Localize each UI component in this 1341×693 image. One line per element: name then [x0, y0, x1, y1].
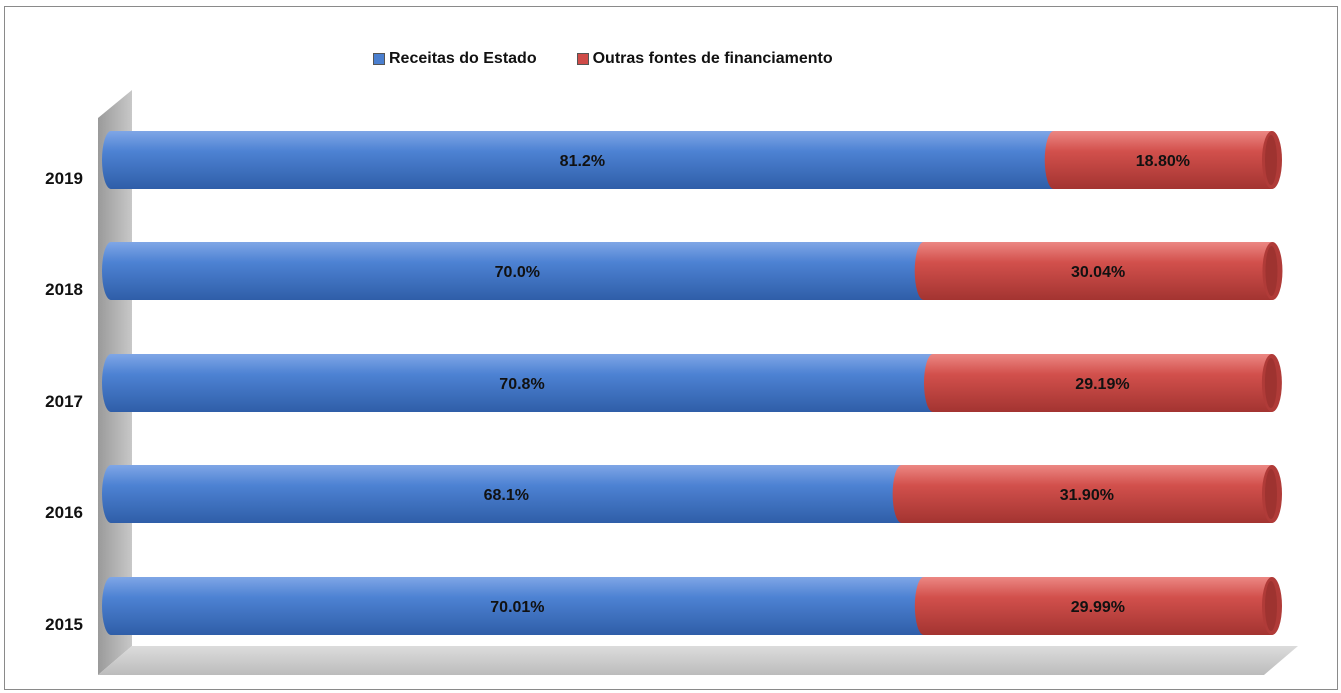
bar-label-receitas-2016: 68.1% [484, 487, 529, 504]
bar-outras-2018 [923, 242, 1273, 300]
bar-end-cap-2017 [1261, 354, 1282, 412]
bar-divider-cap-2019 [1044, 131, 1063, 189]
legend-swatch-outras [576, 53, 589, 65]
bars-layer: 81.2% 18.80% 2019 70.0% 30.04% 2018 70.8% 29.19… [45, 131, 1283, 635]
bar-receitas-2018 [111, 242, 924, 300]
category-label-2015: 2015 [45, 615, 83, 634]
chart-frame: Receitas do Estado Outras fontes de fina… [4, 6, 1338, 690]
legend-label-receitas: Receitas do Estado [389, 50, 537, 67]
bar-label-outras-2019: 18.80% [1136, 153, 1190, 170]
legend: Receitas do Estado Outras fontes de fina… [373, 47, 833, 71]
bar-outras-2016 [901, 465, 1272, 523]
bar-group-2016: 68.1% 31.90% 2016 [45, 465, 1282, 523]
bar-end-cap-shade-2016 [1265, 469, 1277, 519]
bar-label-receitas-2018: 70.0% [495, 264, 540, 281]
category-label-2017: 2017 [45, 392, 83, 411]
bar-divider-cap-2016 [892, 465, 911, 523]
bar-start-cap-2017 [102, 354, 120, 412]
category-label-2016: 2016 [45, 503, 83, 522]
bar-label-receitas-2019: 81.2% [560, 153, 605, 170]
bar-outras-2017 [932, 354, 1272, 412]
bar-label-receitas-2017: 70.8% [499, 376, 544, 393]
bar-end-cap-2019 [1262, 131, 1282, 189]
bar-receitas-2015 [111, 577, 924, 635]
bar-end-cap-shade-2017 [1264, 358, 1277, 408]
bar-group-2017: 70.8% 29.19% 2017 [45, 354, 1282, 412]
chart-floor [98, 646, 1298, 675]
bar-end-cap-shade-2018 [1265, 246, 1278, 296]
bar-label-outras-2018: 30.04% [1071, 264, 1125, 281]
bar-group-2019: 81.2% 18.80% 2019 [45, 131, 1282, 189]
bar-end-cap-shade-2019 [1265, 135, 1277, 185]
legend-swatch-receitas [373, 53, 385, 65]
bar-end-cap-2018 [1262, 242, 1283, 300]
bar-divider-cap-2017 [923, 354, 942, 412]
legend-label-outras: Outras fontes de financiamento [592, 50, 833, 67]
bar-group-2018: 70.0% 30.04% 2018 [45, 242, 1283, 300]
bar-end-cap-2016 [1262, 465, 1282, 523]
bar-receitas-2016 [111, 465, 902, 523]
legend-item-receitas: Receitas do Estado [373, 50, 537, 68]
bar-start-cap-2015 [102, 577, 120, 635]
bar-start-cap-2018 [102, 242, 120, 300]
bar-start-cap-2016 [102, 465, 120, 523]
bar-label-outras-2016: 31.90% [1060, 487, 1114, 504]
bar-end-cap-2015 [1262, 577, 1282, 635]
bar-group-2015: 70.01% 29.99% 2015 [45, 577, 1282, 635]
category-label-2018: 2018 [45, 280, 83, 299]
legend-item-outras: Outras fontes de financiamento [576, 50, 833, 68]
bar-divider-cap-2018 [914, 242, 933, 300]
bar-start-cap-2019 [102, 131, 120, 189]
bar-receitas-2017 [111, 354, 933, 412]
bar-receitas-2019 [111, 131, 1054, 189]
bar-end-cap-shade-2015 [1265, 581, 1277, 631]
bar-label-outras-2015: 29.99% [1071, 599, 1125, 616]
bar-divider-cap-2015 [914, 577, 933, 635]
bar-label-receitas-2015: 70.01% [490, 599, 544, 616]
bar-outras-2015 [923, 577, 1272, 635]
category-label-2019: 2019 [45, 169, 83, 188]
bar-outras-2019 [1053, 131, 1272, 189]
bar-label-outras-2017: 29.19% [1075, 376, 1129, 393]
